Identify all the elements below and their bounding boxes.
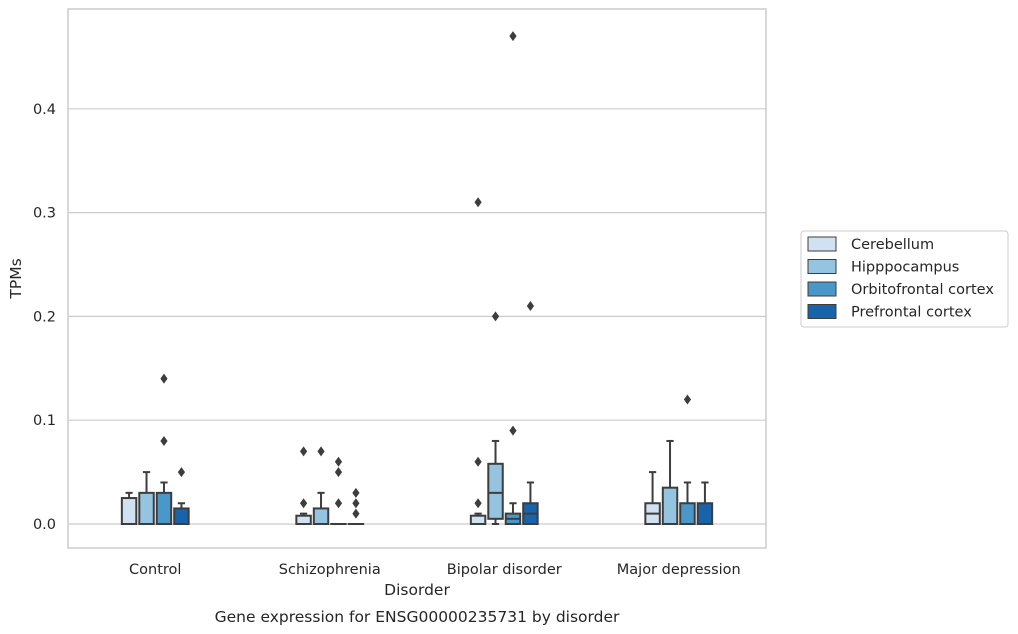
outlier-point <box>683 394 692 405</box>
box-body <box>295 514 312 525</box>
x-tick-label: Bipolar disorder <box>447 562 562 578</box>
outlier-point <box>160 373 168 384</box>
box <box>330 456 347 526</box>
y-tick-label: 0.2 <box>33 309 56 325</box>
outlier-point <box>491 311 500 322</box>
box <box>347 487 365 526</box>
outlier-point <box>352 487 360 498</box>
box-body <box>696 502 714 525</box>
outlier-point <box>160 435 168 446</box>
box <box>679 394 696 525</box>
legend-label: Cerebellum <box>851 237 934 253</box>
box <box>661 439 679 526</box>
outlier-point <box>177 467 186 478</box>
outlier-point <box>317 446 325 457</box>
outlier-point <box>474 197 482 208</box>
outlier-point <box>474 456 482 467</box>
plot-frame <box>67 8 767 549</box>
box <box>120 491 138 525</box>
legend-swatch <box>807 236 837 252</box>
box <box>155 373 173 525</box>
y-tick-label: 0.0 <box>33 517 56 533</box>
legend-frame <box>800 230 1009 328</box>
box <box>469 197 487 525</box>
y-tick-label: 0.3 <box>33 206 56 222</box>
y-tick-labels: 0.0 0.1 0.2 0.3 0.4 <box>33 102 56 533</box>
box <box>312 446 330 525</box>
box <box>487 311 504 525</box>
outlier-point <box>299 498 308 509</box>
y-tick-label: 0.4 <box>33 102 56 118</box>
gridlines <box>68 108 766 525</box>
legend-item: Cerebellum <box>807 236 934 253</box>
y-axis-title: TPMs <box>7 258 25 299</box>
box <box>173 467 190 525</box>
box <box>522 301 539 525</box>
legend-item: Prefrontal cortex <box>807 304 972 321</box>
box <box>504 31 522 525</box>
x-tick-label: Control <box>129 562 181 578</box>
legend-swatch <box>807 304 837 319</box>
outlier-point <box>334 498 343 509</box>
box-body <box>155 491 173 525</box>
box-body <box>312 507 330 525</box>
legend-label: Hipppocampus <box>851 260 959 276</box>
box-body <box>469 514 487 525</box>
x-tick-label: Major depression <box>617 562 741 578</box>
x-tick-label: Schizophrenia <box>279 562 381 578</box>
legend-swatch <box>807 281 837 297</box>
box-body <box>661 486 679 526</box>
x-tick-labels: Control Schizophrenia Bipolar disorder Majo… <box>129 562 741 578</box>
box-body <box>120 497 138 525</box>
legend-item: Hipppocampus <box>807 259 959 276</box>
box-body <box>679 502 696 525</box>
outlier-point <box>334 456 343 467</box>
chart-caption: Gene expression for ENSG00000235731 by d… <box>215 608 620 626</box>
outlier-point <box>299 446 308 457</box>
legend: Cerebellum Hipppocampus Orbitofrontal cort… <box>800 230 1009 328</box>
box <box>295 446 312 525</box>
legend-label: Orbitofrontal cortex <box>851 282 994 298</box>
legend-swatch <box>807 259 837 274</box>
legend-item: Orbitofrontal cortex <box>807 281 994 298</box>
box-body <box>138 491 155 525</box>
boxes <box>120 31 714 526</box>
box-body <box>487 462 504 520</box>
legend-label: Prefrontal cortex <box>851 305 972 321</box>
outlier-point <box>334 467 343 478</box>
outlier-point <box>474 498 482 509</box>
box <box>644 471 661 525</box>
outlier-point <box>526 301 535 312</box>
outlier-point <box>352 498 360 509</box>
x-axis-title: Disorder <box>384 581 450 599</box>
y-tick-label: 0.1 <box>33 413 56 429</box>
box <box>138 471 155 525</box>
outlier-point <box>509 31 517 42</box>
outlier-point <box>352 508 360 519</box>
box <box>696 481 714 525</box>
outlier-point <box>509 425 517 436</box>
box-body <box>173 507 190 525</box>
